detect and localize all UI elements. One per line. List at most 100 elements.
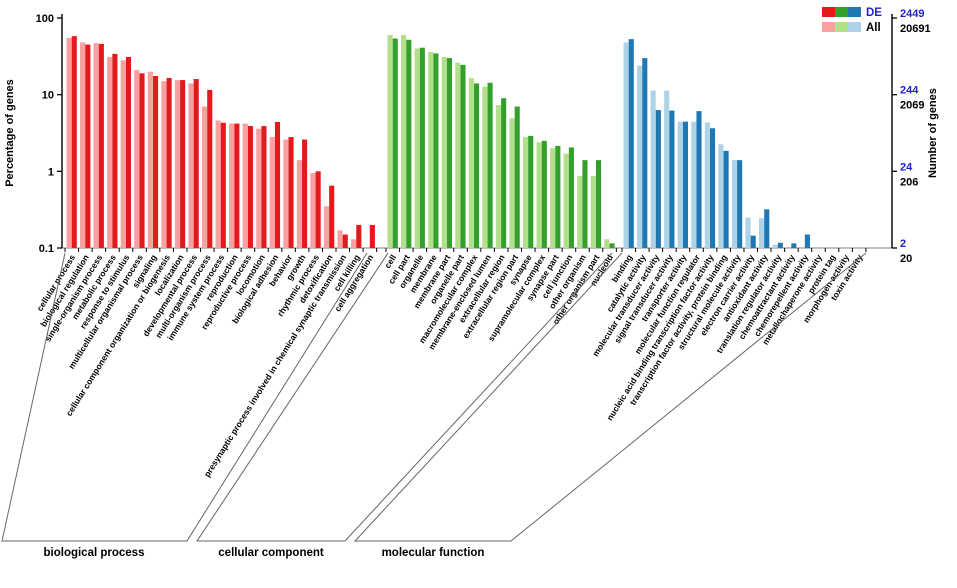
bar-de (234, 123, 240, 248)
legend-swatch-all (822, 22, 835, 32)
bar-de (777, 242, 783, 248)
bar-de (112, 53, 118, 249)
bar-all (66, 37, 72, 249)
bar-de (220, 122, 226, 248)
bar-all (387, 35, 393, 249)
bar-de (541, 140, 547, 248)
left-axis-title: Percentage of genes (4, 79, 16, 187)
bar-de (98, 43, 104, 249)
bar-all (161, 81, 167, 248)
bar-all (93, 43, 99, 248)
bar-all (80, 42, 86, 248)
bar-de (315, 171, 321, 248)
bar-all (759, 218, 765, 248)
bar-all (120, 60, 126, 248)
bar-de (669, 110, 675, 248)
bar-de (487, 82, 493, 249)
bar-de (750, 235, 756, 248)
bar-all (215, 120, 221, 248)
bar-de (528, 135, 534, 248)
group-label: biological process (44, 547, 145, 559)
bar-all (745, 217, 751, 248)
bar-all (256, 128, 262, 248)
bar-all (509, 118, 515, 248)
bar-de (682, 121, 688, 248)
bar-all (536, 142, 542, 248)
bar-de (288, 137, 294, 248)
legend-swatch-de (848, 7, 861, 17)
bar-all (229, 123, 235, 248)
y-tick-label: 10 (42, 90, 54, 102)
bar-all (550, 148, 556, 248)
bar-de (261, 126, 267, 248)
bar-de (791, 243, 797, 248)
y-tick-label: 100 (36, 13, 54, 25)
bar-de (247, 126, 253, 248)
bar-de (153, 76, 159, 248)
group-label: cellular component (218, 547, 324, 559)
bar-de (696, 111, 702, 249)
bar-all (577, 175, 583, 248)
right-axis-de-value: 2 (900, 238, 906, 250)
legend-all-label: All (866, 22, 881, 34)
bar-de (166, 77, 172, 248)
bar-de (628, 39, 634, 248)
bar-de (433, 53, 439, 248)
bar-all (323, 206, 330, 248)
bar-all (310, 173, 316, 248)
bar-de (609, 243, 615, 248)
bar-all (718, 144, 724, 248)
bar-de (274, 122, 281, 248)
bar-de (85, 44, 91, 248)
section-bracket (1, 252, 368, 542)
bar-all (650, 90, 656, 248)
bar-all (351, 239, 357, 248)
bar-de (369, 224, 375, 248)
bar-all (134, 69, 140, 248)
bar-all (731, 160, 737, 248)
bar-de (804, 234, 810, 248)
bar-all (523, 137, 529, 248)
bar-de (723, 150, 729, 248)
right-axis-all-value: 20 (900, 253, 912, 265)
bar-all (283, 139, 289, 248)
bar-de (302, 139, 308, 248)
group-label: molecular function (382, 547, 485, 559)
bar-de (655, 110, 661, 248)
y-tick-label: 1 (48, 166, 54, 178)
right-axis-title: Number of genes (927, 88, 939, 178)
legend-swatch-de (822, 7, 835, 17)
bar-de (474, 83, 480, 248)
bar-all (590, 175, 596, 248)
bar-all (664, 90, 670, 248)
right-axis-de-value: 2449 (900, 8, 924, 20)
bar-all (455, 62, 461, 249)
bar-de (568, 147, 574, 248)
bar-de (139, 73, 145, 248)
bar-all (269, 137, 275, 248)
bar-all (242, 123, 248, 248)
bar-de (582, 160, 588, 248)
legend-swatch-de (835, 7, 848, 17)
bar-all (637, 65, 643, 249)
bar-de (329, 185, 335, 248)
bar-all (188, 83, 194, 248)
bar-de (501, 98, 507, 249)
right-axis-de-value: 24 (900, 161, 913, 173)
bar-de (342, 234, 348, 248)
bar-all (441, 56, 447, 248)
bar-all (563, 153, 569, 248)
right-axis-all-value: 20691 (900, 23, 931, 35)
bar-de (193, 79, 199, 249)
bar-de (460, 64, 466, 248)
bar-de (446, 58, 452, 249)
bar-de (207, 90, 213, 248)
bar-all (337, 230, 343, 248)
bar-de (419, 47, 425, 248)
bar-all (202, 106, 208, 249)
bar-de (125, 56, 131, 248)
bar-de (737, 160, 743, 248)
bar-all (704, 122, 710, 248)
